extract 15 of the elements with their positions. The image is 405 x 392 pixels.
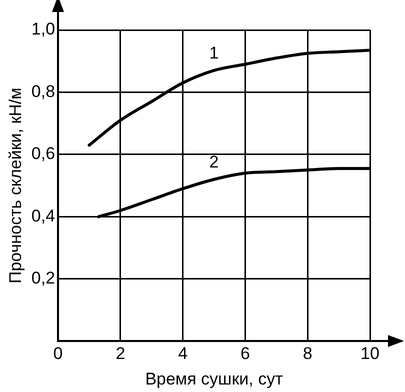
x-tick-label: 6 [240,344,250,364]
y-tick-label: 1,0 [31,20,56,39]
y-tick-label: 0,4 [31,206,56,226]
series-label: 2 [209,152,219,172]
y-axis-title: Прочность склейки, кН/м [6,88,25,284]
y-tick-label: 0,6 [31,144,56,164]
x-tick-label: 4 [178,344,188,364]
y-tick-label: 0,8 [31,82,56,101]
y-tick-label: 0,2 [31,268,56,288]
x-axis-title: Время сушки, сут [145,369,284,388]
x-tick-label: 2 [116,344,126,364]
series-label: 1 [209,44,219,63]
x-tick-label: 10 [360,344,380,364]
x-tick-label: 0 [53,344,63,364]
x-tick-label: 8 [302,344,312,364]
